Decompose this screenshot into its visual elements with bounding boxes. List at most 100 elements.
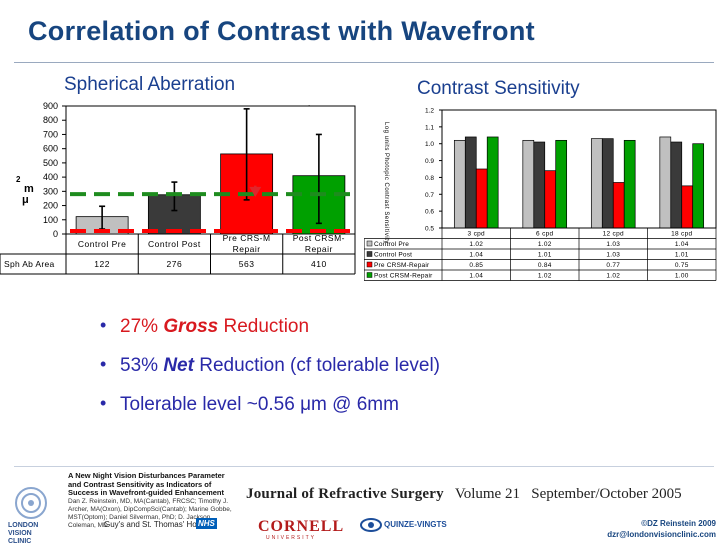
journal-date: September/October 2005 [531, 486, 682, 502]
contact-email: dzr@londonvisionclinic.com [607, 530, 716, 539]
value-cell: 0.84 [538, 262, 552, 269]
bar [601, 138, 614, 229]
title-divider [14, 62, 714, 63]
bar [544, 170, 557, 229]
category-label: Control Pre [78, 239, 127, 249]
y-axis-label: 2 [16, 175, 21, 184]
y-tick-label: 0.6 [425, 209, 434, 216]
value-cell: 0.75 [675, 262, 689, 269]
category-label: 3 cpd [468, 231, 485, 238]
value-cell: 1.00 [675, 273, 689, 280]
y-tick-label: 400 [43, 172, 58, 182]
bullet-gross-reduction: • 27% Gross Reduction [100, 315, 440, 338]
y-tick-label: 300 [43, 186, 58, 196]
lvc-line: LONDON [8, 522, 39, 529]
bar [486, 136, 499, 229]
slide-title: Correlation of Contrast with Wavefront [28, 16, 535, 46]
value-cell: 1.02 [538, 273, 552, 280]
legend-swatch [366, 272, 373, 278]
category-label: Control Post [148, 239, 201, 249]
bar [692, 143, 705, 229]
y-tick-label: 600 [43, 144, 58, 154]
bullet-net-reduction: • 53% Net Reduction (cf tolerable level) [100, 354, 441, 377]
y-tick-label: 1.0 [425, 141, 434, 148]
legend-swatch [366, 251, 373, 257]
bar [659, 136, 672, 229]
legend-label: Post CRSM-Repair [374, 273, 433, 280]
lvc-line: VISION [8, 530, 32, 537]
y-axis-label: m [24, 183, 34, 195]
spherical-aberration-chart: 0 100 200 300 400 500 600 700 800 900 2mμ. Control … [0, 100, 356, 275]
journal-name: Journal of Refractive Surgery [246, 486, 444, 502]
contrast-sensitivity-chart: 0.5 0.6 0.7 0.8 0.9 1.0 1.1 1.2 Log units Photop… [364, 108, 717, 281]
copyright-text: ©DZ Reinstein 2009 [641, 519, 716, 528]
value-cell: 1.02 [606, 273, 620, 280]
arrow-down-icon [249, 186, 262, 197]
value-cell: 1.02 [538, 241, 552, 248]
lvc-line: CLINIC [8, 538, 32, 545]
y-tick-label: 0.9 [425, 158, 434, 165]
legend-label: Control Post [374, 252, 412, 259]
bullet-dot-icon: • [100, 354, 107, 374]
value-cell: 563 [239, 259, 255, 269]
y-tick-label: 900 [43, 101, 58, 111]
y-tick-label: 500 [43, 158, 58, 168]
bullet-list: • 27% Gross Reduction • 53% Net Reduction … [100, 315, 441, 433]
value-cell: 1.01 [675, 252, 689, 259]
paper-reference: A New Night Vision Disturbances Paramete… [68, 471, 238, 530]
category-label: 12 cpd [603, 231, 624, 238]
category-label: 6 cpd [536, 231, 553, 238]
guys-hospital-logo: Guy's and St. Thomas' Hospital [104, 520, 216, 529]
bullet-dot-icon: • [100, 315, 107, 335]
quinze-vingts-eye-icon [360, 518, 382, 532]
legend-label: Control Pre [374, 241, 409, 248]
bullet-emphasis: Net [163, 355, 194, 376]
bar [453, 139, 466, 229]
value-cell: 1.03 [606, 241, 620, 248]
london-vision-clinic-logo-icon [15, 487, 47, 519]
footer-divider [14, 466, 714, 467]
bar [612, 182, 625, 229]
y-tick-label: 1.1 [425, 124, 434, 131]
y-tick-label: 100 [43, 215, 58, 225]
london-vision-clinic-logo: LONDON VISION CLINIC [8, 522, 38, 546]
bullet-tolerable-level: • Tolerable level ~0.56 μm @ 6mm [100, 393, 440, 416]
value-cell: 1.01 [538, 252, 552, 259]
stray-mark: . [308, 100, 310, 108]
bar [533, 141, 546, 229]
category-label: 18 cpd [671, 231, 692, 238]
legend-swatch [366, 240, 373, 247]
spherical-aberration-heading: Spherical Aberration [64, 74, 236, 95]
legend-label: Pre CRSM-Repair [374, 262, 430, 269]
y-tick-label: 0.7 [425, 192, 434, 199]
bullet-text: 27% [120, 316, 164, 337]
bullet-text: Tolerable level ~0.56 μm @ 6mm [120, 394, 399, 415]
cornell-logo-sub: UNIVERSITY [266, 535, 317, 541]
value-cell: 0.77 [606, 262, 620, 269]
y-tick-label: 200 [43, 201, 58, 211]
bar [475, 168, 488, 229]
category-label: Post CRSM- [293, 233, 345, 243]
y-tick-label: 0.5 [425, 226, 434, 233]
category-label: Repair [233, 244, 261, 254]
value-cell: 276 [167, 259, 183, 269]
nhs-logo: NHS [196, 518, 217, 529]
bullet-text: Reduction [218, 316, 310, 337]
bar [464, 136, 477, 229]
y-tick-label: 800 [43, 115, 58, 125]
value-cell: 122 [94, 259, 110, 269]
bullet-emphasis: Gross [163, 316, 219, 337]
journal-volume: Volume 21 [454, 486, 520, 502]
y-tick-label: 1.2 [425, 108, 434, 115]
bullet-dot-icon: • [100, 393, 107, 413]
table-row-label: Sph Ab Area [4, 259, 55, 269]
cornell-logo: CORNELL [258, 518, 345, 535]
y-axis-label: μ [22, 194, 29, 206]
bullet-text: Reduction (cf tolerable level) [193, 355, 441, 376]
value-cell: 410 [311, 259, 327, 269]
bar [670, 141, 683, 229]
bullet-text: 53% [120, 355, 164, 376]
y-tick-label: 0.8 [425, 175, 434, 182]
value-cell: 1.04 [675, 241, 689, 248]
journal-citation: Journal of Refractive Surgery Volume 21 … [246, 486, 682, 503]
